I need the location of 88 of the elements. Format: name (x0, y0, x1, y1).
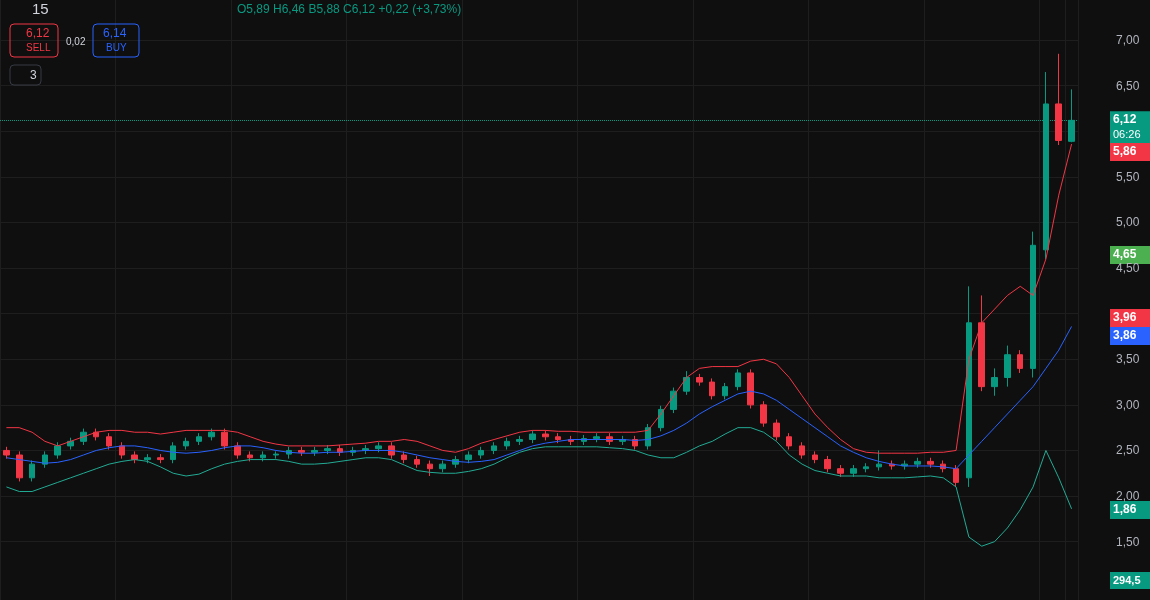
candlestick (593, 432, 600, 443)
candlestick (221, 428, 228, 451)
candlestick (696, 373, 703, 387)
candlestick (144, 453, 151, 464)
y-tick-label: 3,50 (1116, 352, 1140, 367)
text: 294,5 (1113, 573, 1141, 586)
candlestick (491, 441, 497, 455)
candlestick (478, 446, 484, 460)
line-series (5, 325, 1073, 470)
y-tick-label: 7,00 (1116, 33, 1140, 48)
candlestick (362, 444, 369, 455)
candlestick (799, 441, 805, 460)
ref-line-label: 6,12 (1113, 112, 1137, 127)
candlestick (914, 457, 921, 469)
y-tick-label: 3,00 (1116, 397, 1140, 412)
candlestick (414, 455, 420, 469)
candlestick (427, 459, 433, 477)
candlestick (991, 367, 998, 397)
candlestick (196, 432, 202, 446)
candlestick (824, 455, 831, 473)
candlestick (324, 444, 331, 455)
chart-title: 15 (32, 0, 49, 17)
candlestick (786, 432, 792, 451)
annotation: O5,89 H6,46 B5,88 C6,12 +0,22 (+3,73%) (237, 2, 462, 16)
candlestick (683, 370, 690, 396)
y-tick-label: 2,00 (1116, 489, 1140, 504)
y-tick-label: 1,50 (1116, 534, 1140, 549)
candlestick (709, 377, 715, 400)
annotation: SELL (26, 41, 51, 53)
candlestick (375, 441, 382, 453)
candlestick (465, 450, 472, 464)
annotation: BUY (106, 41, 127, 53)
candlestick (773, 418, 780, 441)
text: 3,86 (1113, 328, 1137, 342)
annotation: 6,12 (26, 26, 50, 40)
candlestick (516, 435, 523, 446)
candlestick (208, 428, 215, 441)
candlestick (119, 441, 125, 460)
candlestick (260, 450, 266, 462)
candlestick (439, 459, 446, 473)
candlestick (273, 450, 279, 460)
candlestick (106, 432, 112, 451)
candlestick (978, 294, 985, 392)
candlestick (1055, 53, 1062, 146)
candlestick (157, 453, 164, 464)
y-tick-label: 5,00 (1116, 215, 1140, 230)
candlestick (555, 432, 561, 444)
candlestick (1017, 349, 1023, 374)
candlestick (401, 450, 407, 464)
candlestick (234, 441, 241, 460)
candlestick (54, 441, 61, 460)
candlestick (529, 429, 536, 444)
text: 4,65 (1113, 247, 1137, 261)
candlestick (170, 441, 176, 464)
annotation: 3 (30, 68, 37, 82)
candlestick (850, 464, 857, 478)
candlestick (542, 429, 549, 441)
candlestick (504, 437, 510, 451)
candlestick (760, 400, 767, 428)
text: 1,86 (1113, 502, 1137, 516)
candlestick (183, 437, 189, 451)
candlestick (311, 446, 318, 457)
candlestick (837, 464, 844, 478)
y-tick-label: 6,50 (1116, 78, 1140, 93)
candlestick (16, 450, 23, 482)
candlestick (722, 382, 728, 400)
candlestick (735, 368, 741, 391)
candlestick (863, 462, 869, 473)
candlestick (3, 446, 10, 460)
y-tick-label: 2,50 (1116, 443, 1140, 458)
candlestick (927, 457, 934, 469)
candlestick (953, 464, 959, 487)
text: 3,96 (1113, 310, 1137, 324)
candlestick (247, 450, 253, 462)
candlestick (876, 449, 882, 472)
annotation: 6,14 (103, 26, 127, 40)
candlestick (747, 368, 754, 410)
text: 06:26 (1113, 127, 1141, 140)
candlestick (29, 459, 35, 482)
candlestick (1004, 345, 1011, 388)
text: 5,86 (1113, 144, 1137, 158)
y-tick-label: 4,50 (1116, 261, 1140, 276)
candlestick (966, 285, 972, 488)
line-series (5, 427, 1073, 547)
annotation: 0,02 (66, 35, 86, 47)
y-tick-label: 5,50 (1116, 169, 1140, 184)
candlestick (1030, 231, 1036, 379)
candlestick (812, 450, 818, 464)
